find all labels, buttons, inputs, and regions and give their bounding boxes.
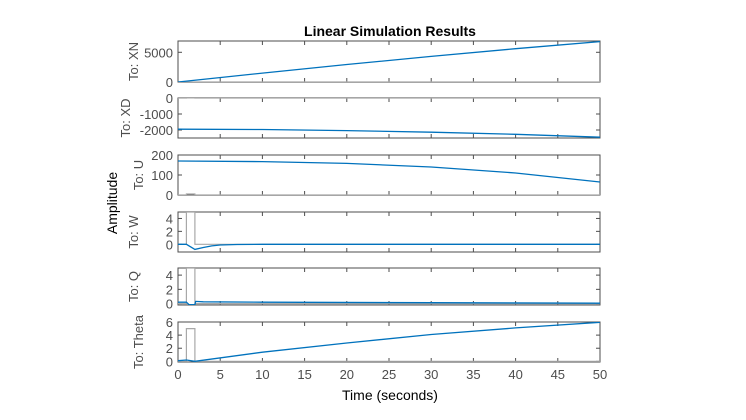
panel-label: To: W [126,215,141,249]
panel-label: To: XD [118,98,133,137]
x-tick-label: 50 [593,367,607,382]
y-tick-label: 200 [151,148,173,163]
input-signal-line [178,328,600,362]
axes-box [177,211,601,253]
response-line [178,322,600,362]
y-tick-label: 0 [166,91,173,106]
y-tick-label: 4 [166,268,173,283]
y-tick-label: 0 [166,297,173,312]
y-tick-label: 2 [166,282,173,297]
y-tick-label: 0 [166,75,173,90]
y-tick-label: 0 [166,354,173,369]
response-line [178,128,600,138]
y-axis-label: Amplitude [104,172,120,234]
panel-u: 0 100 200 To: U [131,148,601,203]
response-line [178,160,600,183]
response-line [178,300,600,305]
axes-box [177,321,601,363]
input-signal-line [178,268,600,305]
x-tick-label: 40 [508,367,522,382]
x-axis-label: Time (seconds) [342,387,438,403]
chart-title: Linear Simulation Results [304,23,476,39]
y-tick-label: -2000 [140,123,173,138]
panel-q: 024 To: Q [126,267,601,312]
x-tick-label: 35 [466,367,480,382]
x-tick-label: 45 [551,367,565,382]
x-tick-label: 10 [255,367,269,382]
input-signal-line [178,193,600,195]
y-tick-label: 0 [166,237,173,252]
panel-label: To: Theta [131,314,146,369]
x-tick-label: 5 [217,367,224,382]
y-tick-label: 4 [166,211,173,226]
y-tick-label: 2 [166,224,173,239]
y-tick-label: 0 [166,188,173,203]
response-line [178,243,600,251]
y-tick-label: 2 [166,341,173,356]
panel-label: To: U [131,160,146,190]
panel-label: To: XN [126,42,141,81]
response-line [178,41,600,82]
x-tick-label: 20 [340,367,354,382]
x-tick-label: 15 [297,367,311,382]
y-tick-label: -1000 [140,107,173,122]
y-tick-label: 4 [166,328,173,343]
y-tick-label: 6 [166,315,173,330]
axes-box [177,267,601,306]
y-tick-label: 5000 [144,45,173,60]
panel-w: 024 To: W [126,211,601,253]
x-tick-label: 30 [424,367,438,382]
x-tick-label: 25 [382,367,396,382]
y-tick-label: 100 [151,168,173,183]
x-tick-label: 0 [174,367,181,382]
panel-label: To: Q [126,271,141,302]
